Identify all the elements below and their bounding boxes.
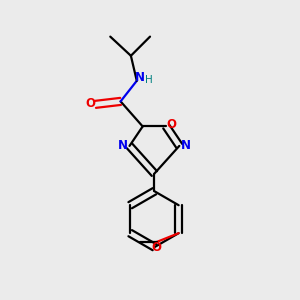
Text: O: O bbox=[167, 118, 176, 131]
Text: N: N bbox=[181, 139, 191, 152]
Text: N: N bbox=[118, 139, 128, 152]
Text: O: O bbox=[86, 97, 96, 110]
Text: N: N bbox=[135, 71, 145, 84]
Text: O: O bbox=[151, 242, 161, 254]
Text: H: H bbox=[145, 75, 153, 85]
